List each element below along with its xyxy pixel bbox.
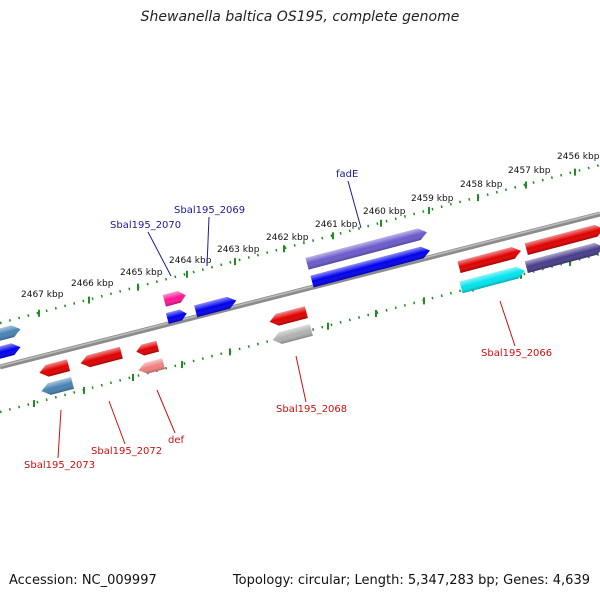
- scale-tick-label: 2464 kbp: [169, 256, 212, 266]
- gene-arrow-shading: [524, 225, 600, 255]
- gene-label-sbal195-2066[interactable]: Sbal195_2066: [481, 348, 552, 359]
- genome-stats-text: Topology: circular; Length: 5,347,283 bp…: [232, 573, 590, 588]
- gene-def-pink[interactable]: [137, 358, 165, 375]
- scale-tick-label: 2466 kbp: [71, 279, 114, 289]
- scale-ticks-outer: [38, 168, 576, 317]
- gene-arrow-shading: [272, 324, 313, 344]
- leader-line: [108, 400, 126, 445]
- gene-label-fade[interactable]: fadE: [336, 169, 358, 180]
- leader-line: [206, 216, 210, 267]
- label-leader-lines: [57, 180, 516, 459]
- gene-2073-steel[interactable]: [40, 377, 75, 397]
- gene-arrow-shading: [39, 359, 71, 377]
- scale-tick-label: 2467 kbp: [21, 290, 64, 300]
- gene-def[interactable]: [135, 340, 160, 357]
- gene-arrow-shading: [138, 358, 165, 374]
- gene-2068[interactable]: [268, 306, 308, 327]
- scale-tick-label: 2459 kbp: [411, 194, 454, 204]
- gene-2066-red[interactable]: [524, 223, 600, 255]
- leader-line: [499, 300, 516, 347]
- gene-2069[interactable]: [194, 295, 238, 318]
- gene-label-sbal195-2069[interactable]: Sbal195_2069: [174, 205, 245, 216]
- genome-backbone: [0, 211, 600, 370]
- gene-right-red[interactable]: [457, 245, 523, 273]
- gene-arrow-shading: [194, 296, 237, 318]
- gene-arrow-shading: [310, 246, 430, 288]
- gene-labels: fadE Sbal195_2069 Sbal195_2070 Sbal195_2066…: [24, 169, 552, 471]
- gene-arrow-shading: [0, 325, 21, 343]
- gene-arrow-shading: [305, 228, 427, 270]
- gene-blue-long[interactable]: [310, 245, 431, 288]
- gene-label-sbal195-2070[interactable]: Sbal195_2070: [110, 220, 181, 231]
- scale-tick-label: 2456 kbp: [557, 152, 600, 162]
- gene-left-steel[interactable]: [0, 323, 22, 343]
- gene-label-sbal195-2072[interactable]: Sbal195_2072: [91, 446, 162, 457]
- scale-tick-label: 2463 kbp: [217, 245, 260, 255]
- leader-line: [156, 389, 176, 434]
- gene-2068-gray[interactable]: [271, 324, 313, 346]
- gene-2070[interactable]: [165, 308, 188, 324]
- gene-arrow-shading: [0, 343, 21, 361]
- gene-label-sbal195-2073[interactable]: Sbal195_2073: [24, 460, 95, 471]
- gene-2072[interactable]: [79, 346, 123, 369]
- gene-arrow-shading: [459, 266, 525, 294]
- genome-backbone-highlight: [0, 212, 600, 367]
- scale-tick-label: 2462 kbp: [266, 233, 309, 243]
- map-title: Shewanella baltica OS195, complete genom…: [140, 9, 460, 25]
- gene-pink[interactable]: [162, 289, 187, 307]
- leader-line: [347, 180, 362, 229]
- gene-label-def[interactable]: def: [168, 435, 185, 446]
- gene-right-navy[interactable]: [524, 241, 600, 273]
- gene-arrow-shading: [162, 291, 186, 307]
- gene-arrow-shading: [165, 309, 187, 324]
- leader-line: [295, 355, 307, 403]
- scale-tick-labels: 2456 kbp 2457 kbp 2458 kbp 2459 kbp 2460 kbp…: [21, 152, 600, 300]
- gene-arrow-shading: [80, 346, 123, 368]
- accession-text: Accession: NC_009997: [9, 573, 157, 588]
- gene-arrow-shading: [269, 306, 308, 326]
- scale-tick-label: 2458 kbp: [460, 180, 503, 190]
- leader-line: [57, 409, 62, 459]
- gene-2066[interactable]: [459, 265, 527, 294]
- scale-tick-label: 2461 kbp: [315, 220, 358, 230]
- gene-arrow-shading: [136, 340, 160, 356]
- gene-2073[interactable]: [38, 359, 71, 378]
- gene-left-blue[interactable]: [0, 341, 22, 361]
- gene-arrow-shading: [457, 247, 521, 273]
- gene-features: [0, 223, 600, 397]
- gene-arrow-shading: [524, 243, 600, 273]
- scale-tick-label: 2460 kbp: [363, 207, 406, 217]
- gene-label-sbal195-2068[interactable]: Sbal195_2068: [276, 404, 347, 415]
- gene-arrow-shading: [41, 377, 75, 395]
- leader-line: [147, 231, 172, 277]
- scale-tick-label: 2457 kbp: [508, 166, 551, 176]
- gene-fade[interactable]: [305, 226, 429, 270]
- scale-tick-label: 2465 kbp: [120, 268, 163, 278]
